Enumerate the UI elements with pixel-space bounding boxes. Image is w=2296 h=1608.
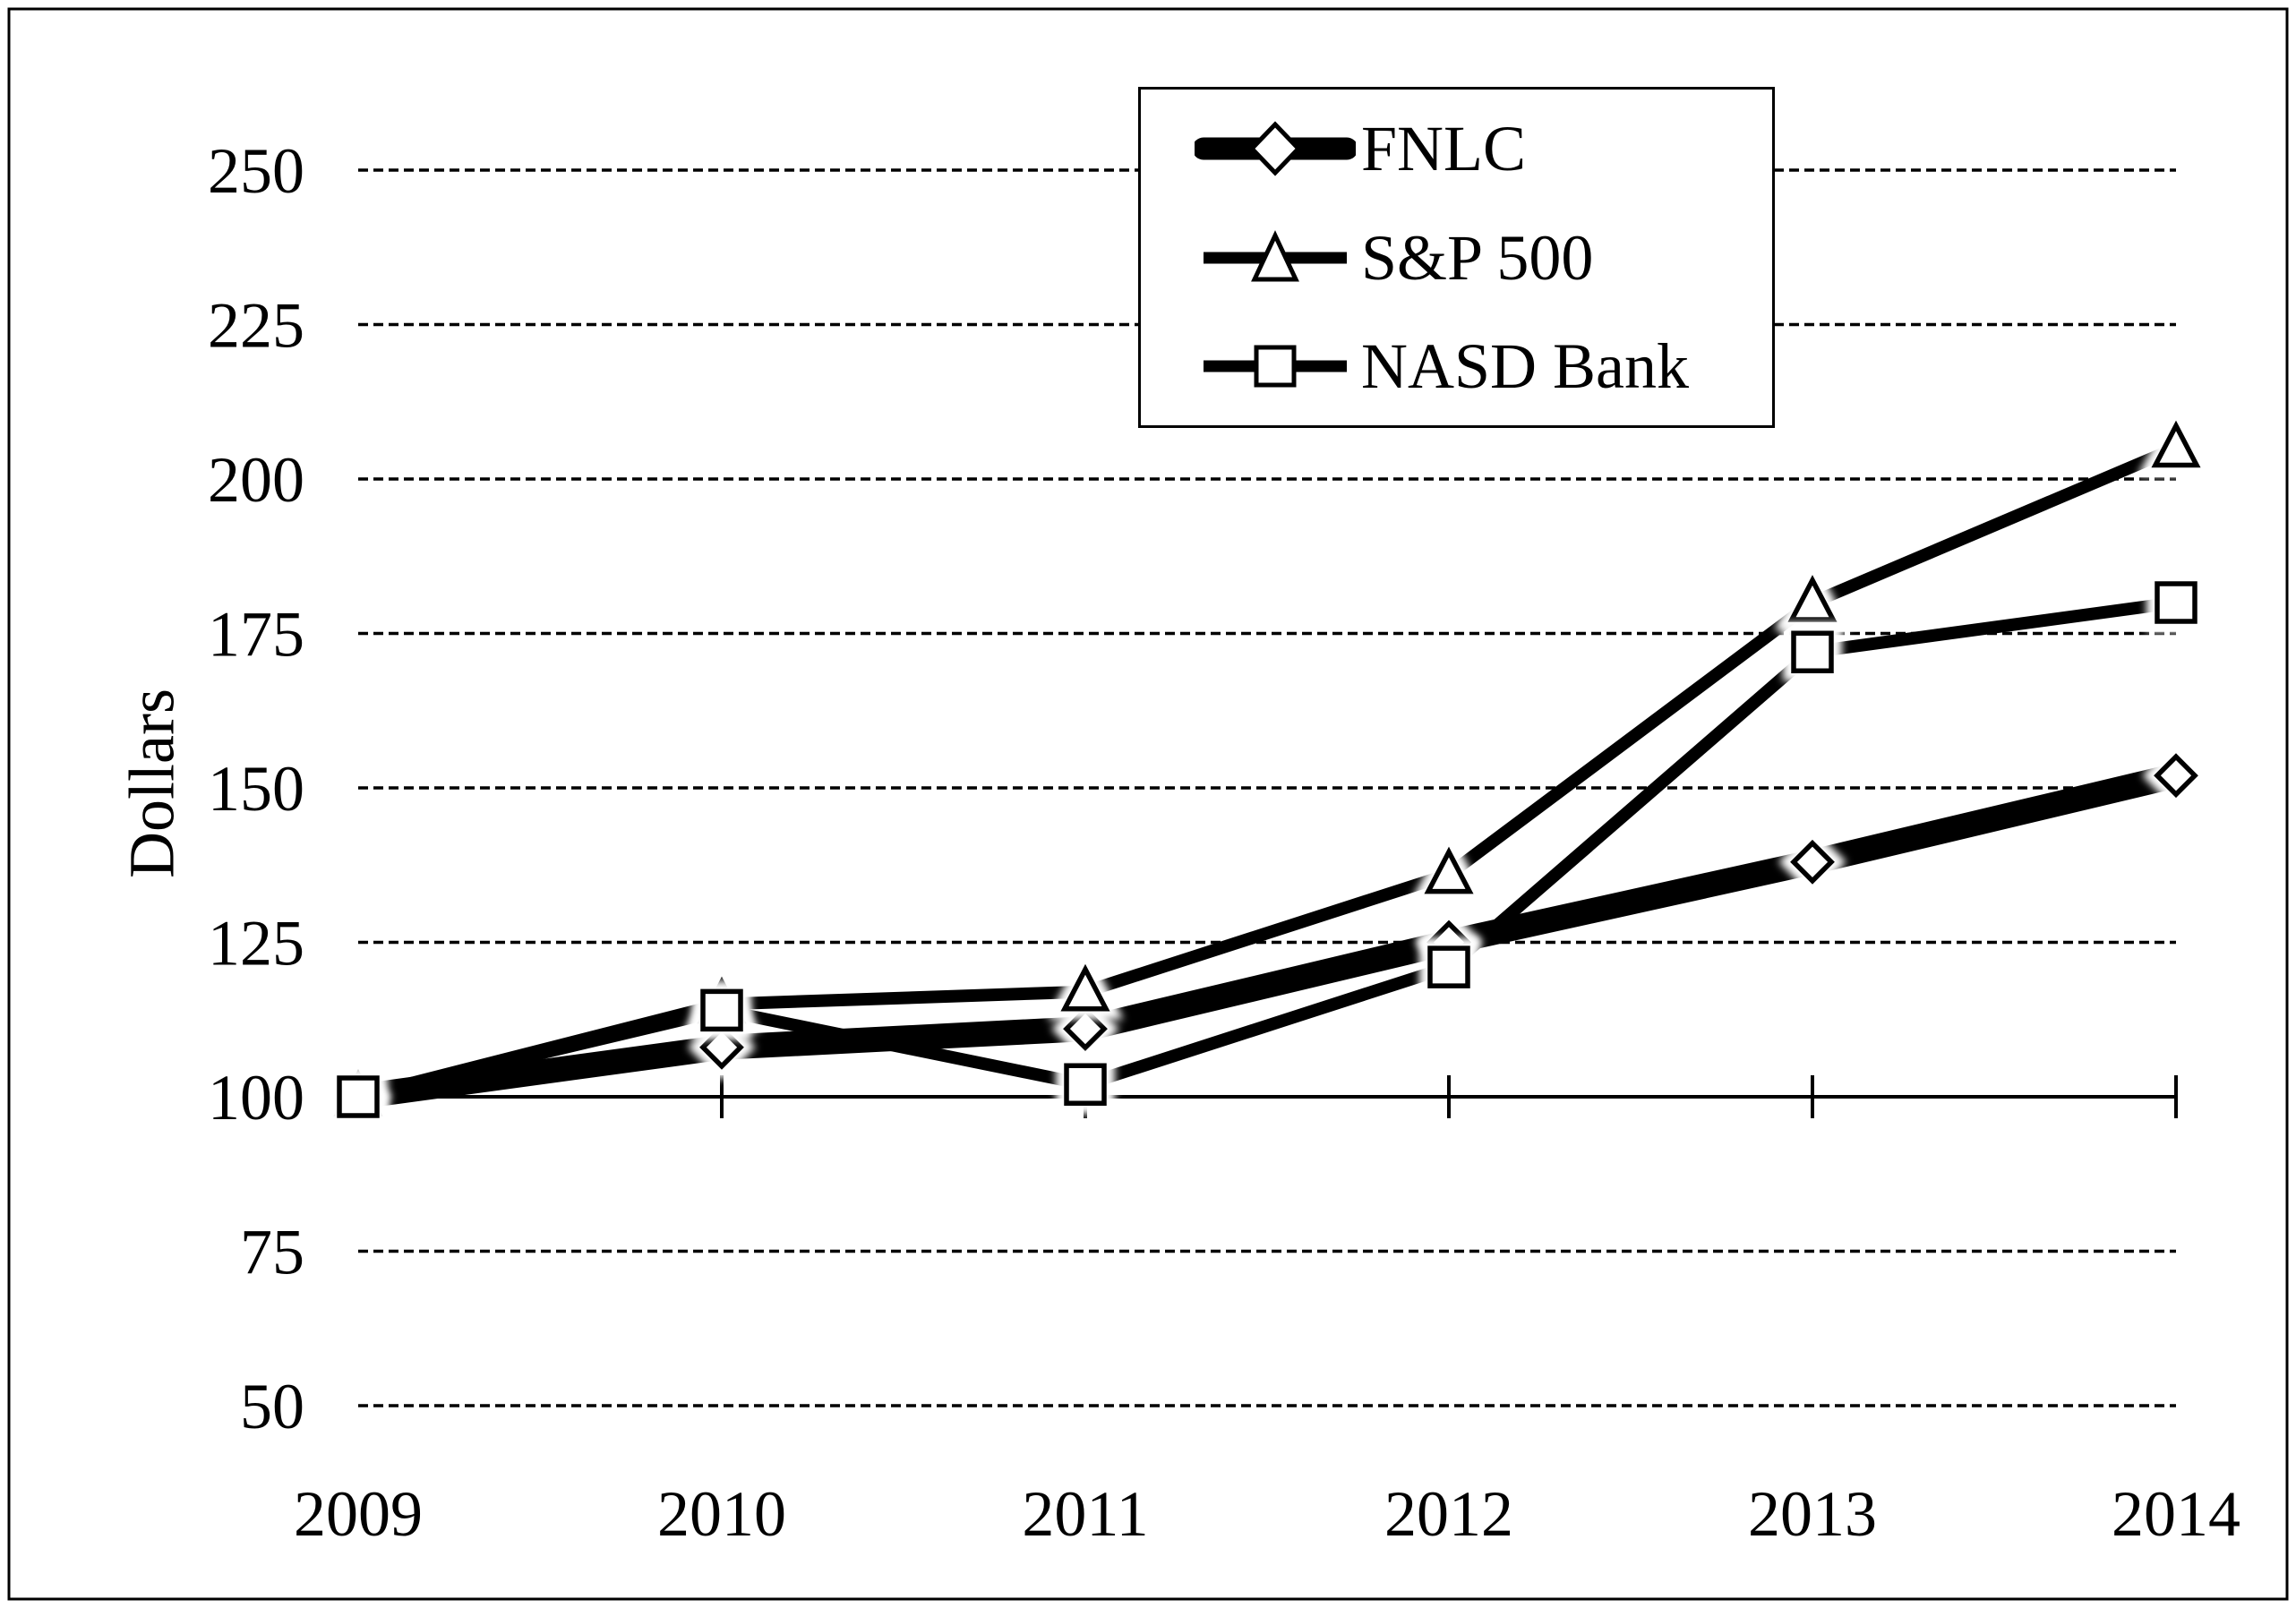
legend-label: FNLC [1361,112,1527,184]
y-tick-label-125: 125 [208,908,304,979]
legend-item-nasd-bank: NASD Bank [1195,316,1772,416]
x-axis [356,1075,2178,1118]
x-tick-label-2011: 2011 [1022,1478,1148,1550]
nasd-bank-marker-2013 [1791,630,1834,673]
s-p-500-marker-2011 [1060,963,1110,1012]
series-line-nasd-bank [352,596,2182,1103]
sp500-legend-sample [1204,229,1347,281]
series-line-fnlc [346,763,2189,1109]
gridlines [358,168,2176,1407]
legend-label: S&P 500 [1361,221,1594,294]
square-icon [1254,345,1297,388]
x-tick-label-2009: 2009 [294,1478,423,1550]
y-tick-label-100: 100 [208,1062,304,1133]
nasd-bank-marker-2012 [1427,945,1470,988]
series-markers [320,402,2215,1131]
s-p-500-marker-2012 [1424,846,1474,894]
series-lines [346,441,2189,1109]
y-tick-label-225: 225 [208,290,304,362]
y-tick-label-150: 150 [208,753,304,825]
legend-item-fnlc: FNLC [1195,98,1772,199]
y-tick-label-50: 50 [240,1371,304,1442]
x-tick-label-2012: 2012 [1384,1478,1513,1550]
triangle-icon [1251,229,1299,281]
x-tick-label-2010: 2010 [657,1478,786,1550]
legend-item-sp500: S&P 500 [1195,208,1772,308]
diamond-icon [1248,121,1302,176]
nasd-bank-marker-2009 [337,1075,380,1118]
y-tick-label-75: 75 [240,1217,304,1288]
x-axis-tick-labels: 2009 2010 2011 2012 2013 2014 [294,1478,2240,1550]
fnlc-legend-sample [1195,121,1356,176]
series-line-s-p-500 [352,441,2182,1103]
nasd-bank-marker-2010 [700,988,743,1032]
figure-border [7,7,2289,1601]
s-p-500-marker-2014 [2151,420,2201,468]
y-tick-label-250: 250 [208,135,304,207]
legend: FNLC S&P 500 NASD Bank [1138,87,1775,428]
y-axis-title: Dollars [116,689,188,878]
nasd-bank-marker-2014 [2155,581,2197,624]
s-p-500-marker-2013 [1787,575,1838,622]
y-axis-tick-labels: 50 75 100 125 150 175 200 225 250 [208,135,304,1442]
nasd-bank-marker-2011 [1064,1063,1107,1106]
y-tick-label-175: 175 [208,599,304,671]
y-tick-label-200: 200 [208,444,304,516]
x-tick-label-2013: 2013 [1748,1478,1877,1550]
nasd-legend-sample [1204,345,1347,388]
legend-label: NASD Bank [1361,330,1690,403]
x-tick-label-2014: 2014 [2112,1478,2240,1550]
fnlc-marker-2014 [2154,753,2198,799]
fnlc-marker-2013 [1790,839,1835,885]
